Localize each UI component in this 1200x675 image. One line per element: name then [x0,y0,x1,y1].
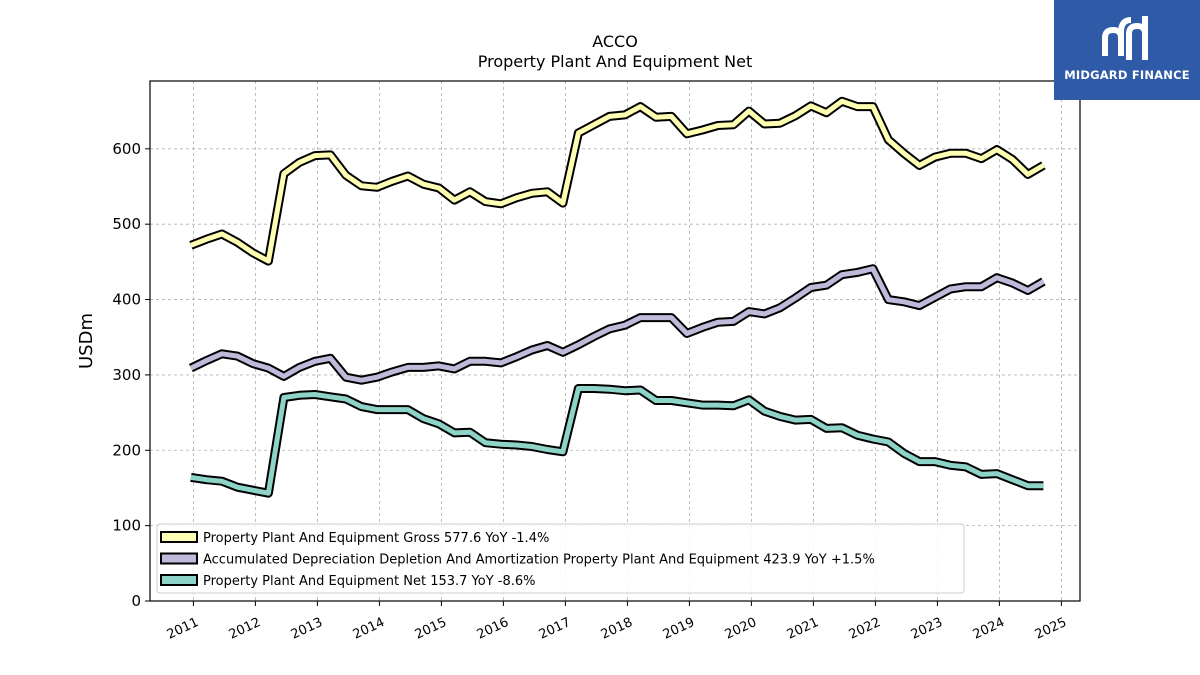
x-tick-label: 2020 [723,615,759,643]
chart-subtitle: Property Plant And Equipment Net [477,52,753,71]
x-tick-label: 2019 [661,615,697,643]
legend-frame [156,523,965,594]
legend-swatch-2 [160,552,198,565]
x-tick-label: 2023 [909,615,945,643]
x-tick-label: 2016 [475,615,511,643]
series-line-1 [189,98,1045,264]
x-tick-label: 2024 [971,615,1007,643]
x-tick-label: 2014 [351,615,387,643]
y-tick-label: 0 [131,592,141,610]
y-tick-label: 400 [112,291,141,309]
series-line-3 [190,386,1044,496]
legend-label-2: Accumulated Depreciation Depletion And A… [203,553,875,568]
y-axis-label: USDm [76,313,97,369]
series-outline-2 [188,264,1046,385]
series-outline-3 [190,384,1044,498]
series-lines [188,96,1046,498]
x-tick-label: 2011 [165,615,201,643]
x-tick-label: 2012 [227,615,263,643]
series-line-2 [189,266,1045,383]
x-tick-label: 2013 [289,615,325,643]
series-outline-1 [189,96,1046,266]
x-tick-label: 2018 [599,615,635,643]
brand-logo: MIDGARD FINANCE [1054,0,1200,100]
gridlines [150,81,1080,602]
chart-title: ACCO [592,32,638,51]
x-tick-label: 2022 [847,615,883,643]
plot-frame [149,80,1081,602]
y-tick-label: 600 [112,140,141,158]
y-tick-label: 200 [112,441,141,459]
y-tick-label: 300 [112,366,141,384]
midgard-logo-icon [1102,16,1148,60]
x-tick-label: 2017 [537,615,573,643]
y-tick-label: 100 [112,517,141,535]
x-tick-label: 2021 [785,615,821,643]
x-tick-label: 2025 [1033,615,1069,643]
legend-swatch-1 [160,531,198,543]
x-tick-label: 2015 [413,615,449,643]
legend-label-3: Property Plant And Equipment Net 153.7 Y… [203,574,536,589]
brand-name: MIDGARD FINANCE [1064,68,1190,82]
legend: Property Plant And Equipment Gross 577.6… [156,523,965,594]
y-tick-label: 500 [112,215,141,233]
legend-swatch-3 [160,574,198,586]
legend-label-1: Property Plant And Equipment Gross 577.6… [203,531,549,546]
